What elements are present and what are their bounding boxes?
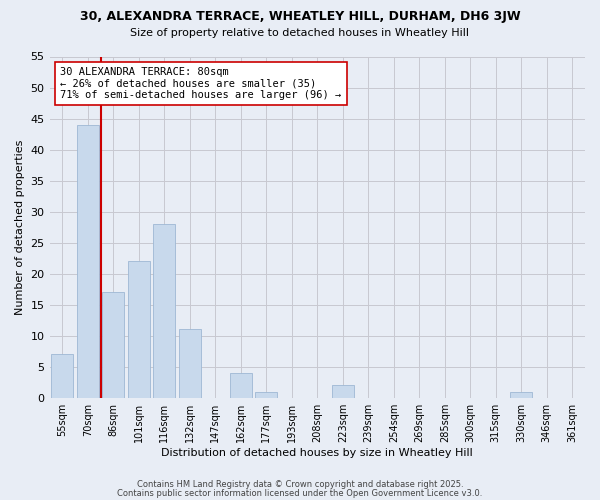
Text: 30, ALEXANDRA TERRACE, WHEATLEY HILL, DURHAM, DH6 3JW: 30, ALEXANDRA TERRACE, WHEATLEY HILL, DU… [80, 10, 520, 23]
Bar [154, 224, 175, 398]
Bar [103, 292, 124, 398]
Text: 30 ALEXANDRA TERRACE: 80sqm
← 26% of detached houses are smaller (35)
71% of sem: 30 ALEXANDRA TERRACE: 80sqm ← 26% of det… [60, 66, 341, 100]
Bar [128, 261, 149, 398]
Bar [511, 392, 532, 398]
X-axis label: Distribution of detached houses by size in Wheatley Hill: Distribution of detached houses by size … [161, 448, 473, 458]
Text: Contains HM Land Registry data © Crown copyright and database right 2025.: Contains HM Land Registry data © Crown c… [137, 480, 463, 489]
Bar [179, 330, 200, 398]
Bar [332, 386, 353, 398]
Bar [256, 392, 277, 398]
Text: Size of property relative to detached houses in Wheatley Hill: Size of property relative to detached ho… [131, 28, 470, 38]
Bar [230, 373, 251, 398]
Text: Contains public sector information licensed under the Open Government Licence v3: Contains public sector information licen… [118, 488, 482, 498]
Bar [52, 354, 73, 398]
Y-axis label: Number of detached properties: Number of detached properties [15, 140, 25, 315]
Bar [77, 124, 98, 398]
